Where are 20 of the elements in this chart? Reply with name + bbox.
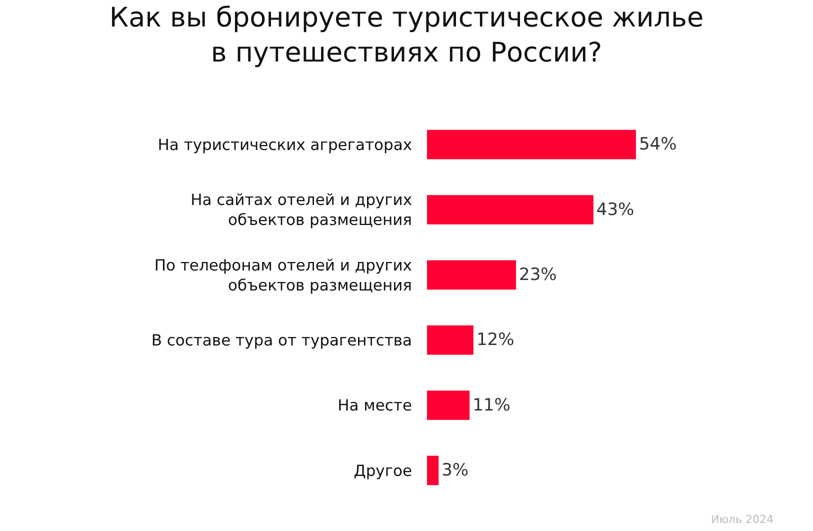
data-label: 3% bbox=[442, 460, 469, 480]
y-tick-label: На туристических агрегаторах bbox=[158, 136, 412, 154]
data-label: 12% bbox=[476, 330, 514, 350]
y-tick-label: На месте bbox=[338, 396, 412, 415]
y-tick-label: По телефонам отелей и других объектов размещения bbox=[154, 256, 412, 294]
bar bbox=[427, 390, 470, 420]
y-tick-label: В составе тура от турагентства bbox=[151, 332, 412, 350]
bar bbox=[427, 325, 474, 355]
text: Июль 2024 bbox=[711, 513, 774, 526]
data-label: 43% bbox=[596, 200, 634, 220]
bar bbox=[427, 456, 439, 486]
data-label: 11% bbox=[472, 395, 510, 416]
data-label: 23% bbox=[519, 264, 557, 285]
data-label: 54% bbox=[638, 134, 677, 155]
bar bbox=[427, 260, 516, 290]
chart-title: Как вы бронируете туристическое жилье в путешествиях по России? bbox=[109, 2, 704, 69]
bar bbox=[427, 130, 636, 160]
bar bbox=[427, 195, 594, 224]
y-tick-label: На сайтах отелей и других объектов размещения bbox=[190, 191, 412, 230]
y-tick-label: Другое bbox=[354, 462, 412, 480]
